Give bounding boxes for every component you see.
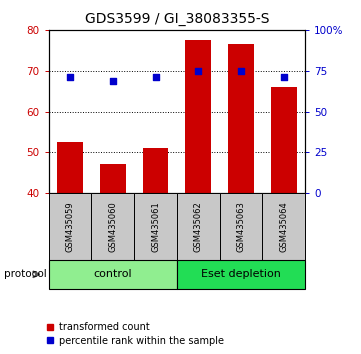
Bar bbox=[49, 193, 91, 260]
Text: GSM435059: GSM435059 bbox=[66, 201, 75, 252]
Point bbox=[281, 74, 287, 80]
Bar bbox=[186, 40, 211, 193]
Bar bbox=[134, 193, 177, 260]
Bar bbox=[100, 164, 126, 193]
Point bbox=[110, 78, 116, 84]
Text: control: control bbox=[93, 269, 132, 279]
Bar bbox=[271, 87, 296, 193]
Point bbox=[67, 74, 73, 80]
Bar bbox=[177, 260, 305, 289]
Text: protocol: protocol bbox=[4, 269, 46, 279]
Text: GSM435060: GSM435060 bbox=[108, 201, 117, 252]
Title: GDS3599 / GI_38083355-S: GDS3599 / GI_38083355-S bbox=[84, 12, 269, 26]
Text: GSM435064: GSM435064 bbox=[279, 201, 288, 252]
Bar bbox=[228, 44, 254, 193]
Legend: transformed count, percentile rank within the sample: transformed count, percentile rank withi… bbox=[46, 322, 224, 346]
Text: GSM435062: GSM435062 bbox=[194, 201, 203, 252]
Text: Eset depletion: Eset depletion bbox=[201, 269, 281, 279]
Bar bbox=[143, 148, 168, 193]
Bar bbox=[262, 193, 305, 260]
Bar bbox=[57, 142, 83, 193]
Point bbox=[195, 68, 201, 74]
Bar bbox=[49, 260, 177, 289]
Bar bbox=[219, 193, 262, 260]
Point bbox=[153, 74, 158, 80]
Text: GSM435063: GSM435063 bbox=[236, 201, 245, 252]
Bar bbox=[91, 193, 134, 260]
Bar bbox=[177, 193, 219, 260]
Text: GSM435061: GSM435061 bbox=[151, 201, 160, 252]
Point bbox=[238, 68, 244, 74]
